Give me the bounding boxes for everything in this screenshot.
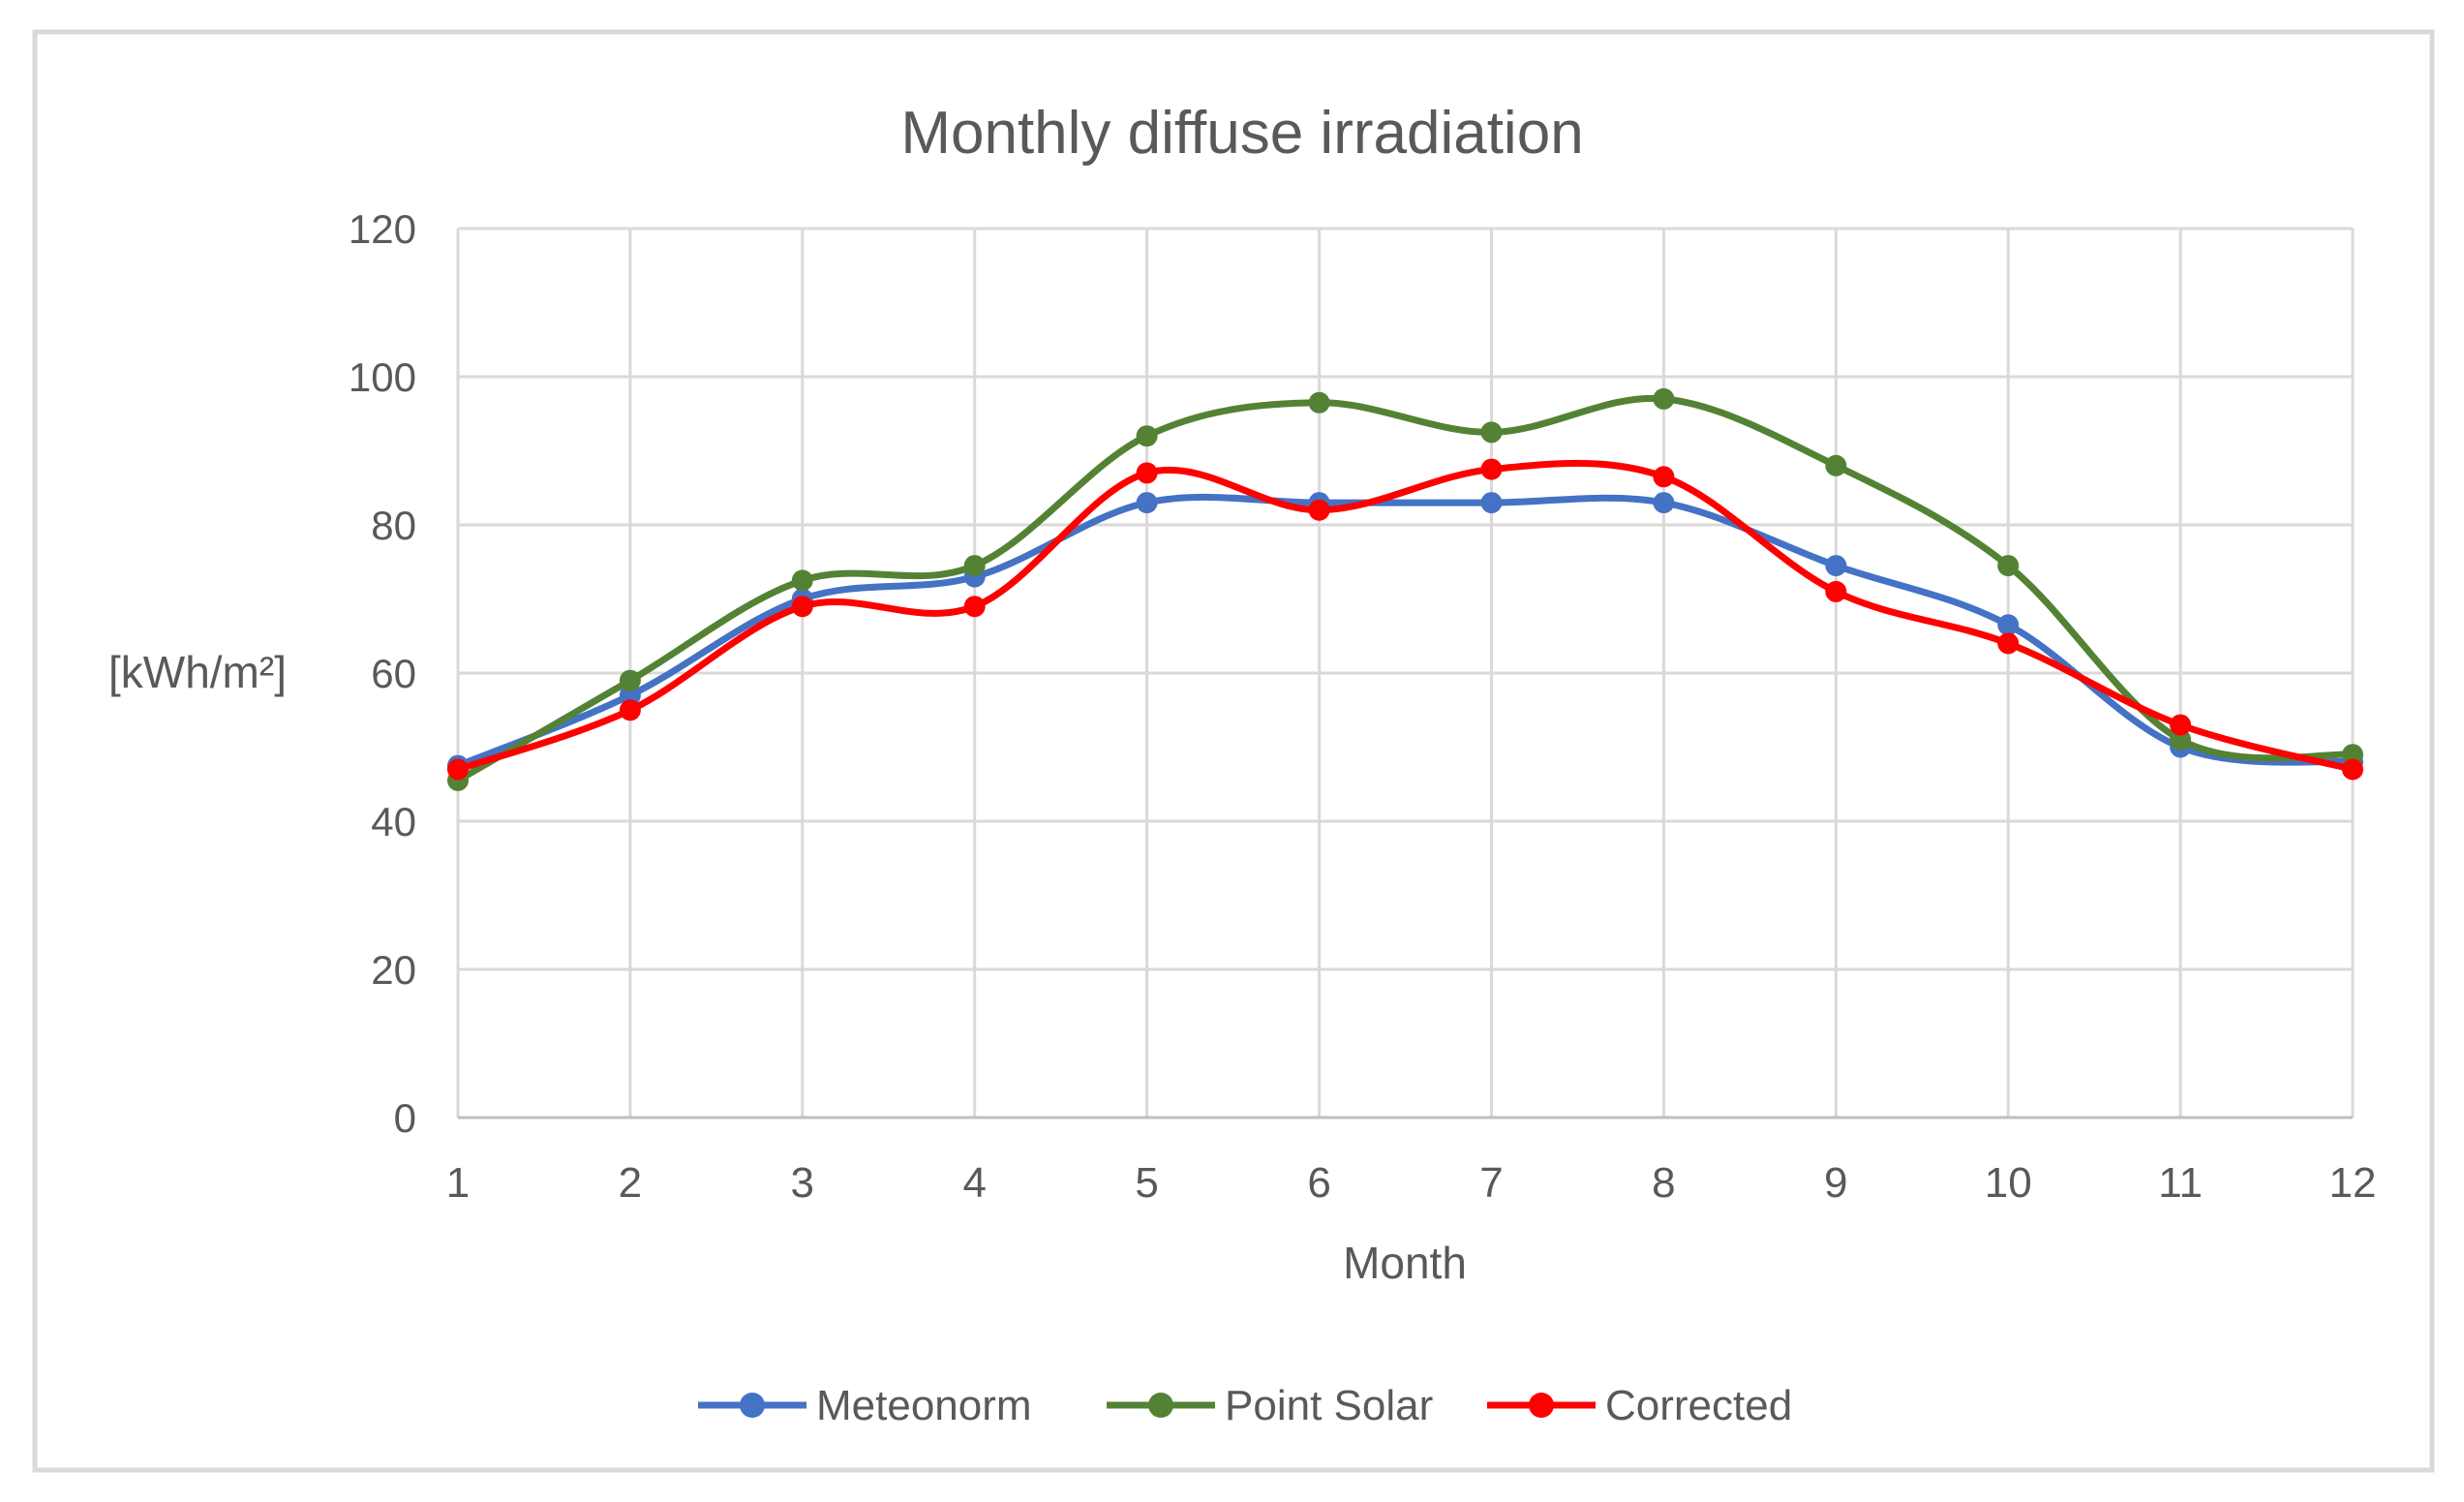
series-line-meteonorm bbox=[454, 493, 2357, 770]
series-plot bbox=[447, 387, 2363, 791]
x-tick-label: 12 bbox=[2329, 1159, 2377, 1207]
data-point-point-solar bbox=[963, 555, 986, 577]
data-point-point-solar bbox=[1480, 421, 1503, 444]
y-tick-label: 40 bbox=[371, 799, 416, 844]
x-tick-label: 8 bbox=[1652, 1159, 1675, 1207]
data-point-meteonorm bbox=[1997, 614, 2020, 636]
data-point-meteonorm bbox=[1653, 492, 1675, 514]
data-point-point-solar bbox=[619, 669, 641, 691]
data-point-point-solar bbox=[2170, 728, 2192, 751]
data-point-point-solar bbox=[1136, 425, 1158, 447]
legend-marker-point-solar bbox=[1107, 1393, 1215, 1418]
y-tick-label: 0 bbox=[394, 1095, 416, 1141]
x-tick-label: 9 bbox=[1824, 1159, 1847, 1207]
data-point-corrected bbox=[619, 699, 641, 721]
data-point-corrected bbox=[1480, 458, 1503, 480]
legend-marker-meteonorm bbox=[698, 1393, 806, 1418]
x-tick-label: 7 bbox=[1479, 1159, 1503, 1207]
data-point-point-solar bbox=[2342, 744, 2363, 766]
data-point-point-solar bbox=[1997, 555, 2020, 577]
legend-label-meteonorm: Meteonorm bbox=[816, 1382, 1032, 1429]
y-tick-label: 20 bbox=[371, 947, 416, 993]
data-point-corrected bbox=[2170, 714, 2192, 736]
x-tick-label: 3 bbox=[791, 1159, 814, 1207]
x-tick-label: 1 bbox=[446, 1159, 470, 1207]
y-axis-labels: 0 20 40 60 80 100 120 bbox=[349, 206, 416, 1141]
data-point-corrected bbox=[447, 758, 469, 781]
data-point-corrected bbox=[1136, 462, 1158, 484]
legend-dot bbox=[1148, 1393, 1173, 1418]
legend: Meteonorm Point Solar Corrected bbox=[698, 1382, 1792, 1429]
data-point-corrected bbox=[1997, 632, 2020, 655]
chart-title: Monthly diffuse irradiation bbox=[900, 100, 1583, 167]
data-point-meteonorm bbox=[1825, 555, 1847, 577]
data-point-point-solar bbox=[1825, 454, 1847, 476]
x-axis-labels: 1 2 3 4 5 6 7 8 9 10 11 12 bbox=[446, 1159, 2377, 1207]
data-point-corrected bbox=[963, 596, 986, 618]
legend-label-corrected: Corrected bbox=[1605, 1382, 1792, 1429]
data-point-corrected bbox=[2342, 758, 2363, 781]
data-point-meteonorm bbox=[1136, 492, 1158, 514]
data-point-point-solar bbox=[1308, 391, 1330, 414]
legend-label-point-solar: Point Solar bbox=[1225, 1382, 1433, 1429]
series-line-corrected bbox=[454, 459, 2357, 773]
legend-marker-corrected bbox=[1487, 1393, 1596, 1418]
legend-dot bbox=[1529, 1393, 1554, 1418]
y-axis-title: [kWh/m²] bbox=[108, 647, 287, 697]
data-point-corrected bbox=[1825, 580, 1847, 602]
series-corrected bbox=[447, 458, 2363, 781]
data-point-corrected bbox=[791, 596, 813, 618]
data-point-meteonorm bbox=[619, 685, 641, 706]
legend-dot bbox=[740, 1393, 765, 1418]
chart-border bbox=[32, 29, 2435, 1473]
data-point-corrected bbox=[1308, 499, 1330, 521]
data-point-corrected bbox=[1653, 466, 1675, 488]
series-line-point-solar bbox=[454, 394, 2357, 784]
data-point-point-solar bbox=[791, 569, 813, 592]
y-tick-label: 120 bbox=[349, 206, 416, 252]
x-axis-title: Month bbox=[1343, 1238, 1467, 1288]
data-point-point-solar bbox=[1653, 387, 1675, 410]
x-tick-label: 5 bbox=[1135, 1159, 1158, 1207]
y-tick-label: 80 bbox=[371, 503, 416, 548]
y-tick-label: 60 bbox=[371, 651, 416, 696]
data-point-meteonorm bbox=[1480, 492, 1503, 514]
x-tick-label: 4 bbox=[962, 1159, 986, 1207]
x-tick-label: 2 bbox=[619, 1159, 642, 1207]
x-tick-label: 6 bbox=[1307, 1159, 1330, 1207]
x-tick-label: 10 bbox=[1985, 1159, 2032, 1207]
x-tick-label: 11 bbox=[2158, 1159, 2203, 1207]
y-tick-label: 100 bbox=[349, 354, 416, 400]
